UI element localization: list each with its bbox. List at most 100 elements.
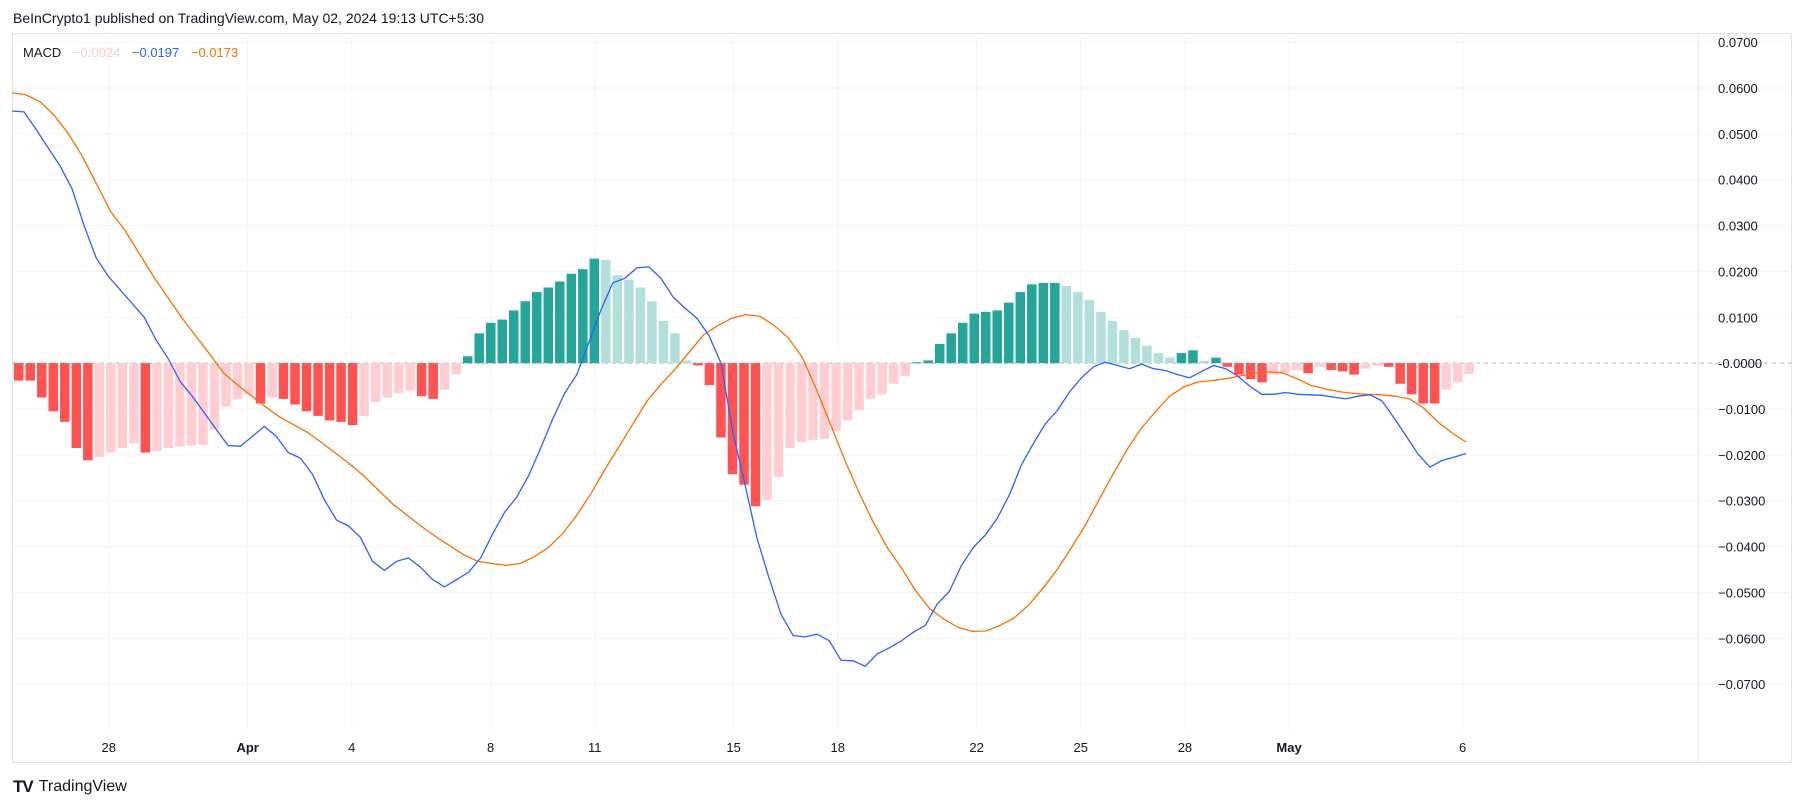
histogram-bar xyxy=(198,363,208,445)
y-tick-label: −0.0200 xyxy=(1718,448,1765,463)
y-tick-label: 0.0500 xyxy=(1718,127,1758,142)
y-tick-label: 0.0200 xyxy=(1718,264,1758,279)
x-tick-label: 11 xyxy=(588,740,602,755)
legend-macd-label: MACD xyxy=(23,45,62,60)
y-tick-label: −0.0100 xyxy=(1718,402,1765,417)
legend-macd-value: −0.0197 xyxy=(131,45,180,60)
y-tick-label: −0.0600 xyxy=(1718,631,1765,646)
histogram-bar xyxy=(1027,284,1037,364)
histogram-bar xyxy=(267,363,277,398)
histogram-bar xyxy=(451,363,461,375)
histogram-bar xyxy=(382,363,392,398)
histogram-bar xyxy=(934,343,945,364)
x-tick-label: 6 xyxy=(1459,740,1466,755)
histogram-bar xyxy=(255,363,266,404)
histogram-bar xyxy=(1061,286,1072,364)
histogram-bar xyxy=(888,363,899,384)
histogram-bar xyxy=(244,363,254,395)
histogram-bar xyxy=(117,363,128,448)
histogram-bar xyxy=(670,333,680,364)
histogram-bar xyxy=(1130,337,1141,364)
histogram-bar xyxy=(1142,345,1152,364)
histogram-bar xyxy=(1326,363,1336,371)
histogram-bar xyxy=(1349,363,1359,375)
tradingview-brand[interactable]: TV TradingView xyxy=(13,777,127,797)
histogram-bar xyxy=(14,363,24,381)
histogram-bar xyxy=(555,281,565,364)
histogram-bar xyxy=(842,363,853,421)
x-tick-label: Apr xyxy=(236,740,258,755)
histogram-bar xyxy=(60,363,70,422)
x-tick-label: 25 xyxy=(1074,740,1088,755)
histogram-bar xyxy=(37,363,47,398)
histogram-bar xyxy=(865,363,876,399)
histogram-bar xyxy=(854,363,864,410)
histogram-bar xyxy=(773,363,784,477)
histogram-bar xyxy=(601,259,611,364)
histogram-bar xyxy=(439,363,450,390)
histogram-bar xyxy=(785,363,795,448)
histogram-bar xyxy=(278,363,289,399)
histogram-bar xyxy=(624,279,634,364)
histogram-bar xyxy=(831,363,841,432)
histogram-bar xyxy=(681,360,692,364)
histogram-bar xyxy=(1038,282,1049,364)
histogram-bar xyxy=(462,356,473,364)
histogram-bar xyxy=(1418,363,1428,404)
histogram-bar xyxy=(140,363,151,453)
histogram-bar xyxy=(877,363,887,395)
histogram-bar xyxy=(693,363,703,366)
histogram-bar xyxy=(1084,299,1095,364)
histogram-bar xyxy=(612,275,623,364)
x-tick-label: 15 xyxy=(726,740,740,755)
histogram-bar xyxy=(152,363,162,452)
x-tick-label: May xyxy=(1276,740,1302,755)
x-tick-label: 8 xyxy=(487,740,494,755)
histogram-bar xyxy=(106,363,116,453)
macd-line xyxy=(11,110,1467,668)
histogram-bar xyxy=(221,363,231,407)
y-tick-label: −0.0400 xyxy=(1718,540,1765,555)
y-tick-label: -0.0000 xyxy=(1718,356,1762,371)
y-tick-label: 0.0400 xyxy=(1718,173,1758,188)
histogram-bar xyxy=(48,363,59,412)
histogram-bar xyxy=(83,363,93,461)
histogram-bar xyxy=(808,363,818,441)
histogram-bar xyxy=(1337,363,1348,372)
histogram-bar xyxy=(762,363,772,500)
legend-signal-value: −0.0173 xyxy=(190,45,239,60)
histogram-bar xyxy=(290,363,300,405)
histogram-bar xyxy=(1395,363,1405,384)
y-tick-label: 0.0600 xyxy=(1718,81,1758,96)
histogram-bars xyxy=(14,258,1474,507)
histogram-bar xyxy=(359,363,369,416)
histogram-bar xyxy=(313,363,323,416)
histogram-bar xyxy=(900,363,910,376)
y-axis: 0.0700 0.0600 0.0500 0.0400 0.0300 0.0200 0.01… xyxy=(1697,33,1765,763)
histogram-bar xyxy=(578,269,588,364)
histogram-bar xyxy=(94,363,105,458)
x-tick-label: 4 xyxy=(348,740,355,755)
histogram-bar xyxy=(301,363,312,412)
histogram-bar xyxy=(750,363,761,507)
histogram-bar xyxy=(393,363,404,393)
histogram-bar xyxy=(1119,330,1129,364)
histogram-bar xyxy=(1383,363,1394,367)
histogram-bar xyxy=(704,363,715,386)
indicator-legend[interactable]: MACD −0.0024 −0.0197 −0.0173 xyxy=(23,45,246,60)
histogram-bar xyxy=(1234,363,1244,375)
y-tick-label: −0.0500 xyxy=(1718,585,1765,600)
histogram-bar xyxy=(727,363,738,475)
x-tick-label: 22 xyxy=(969,740,983,755)
histogram-bar xyxy=(1176,353,1187,364)
tradingview-brand-label: TradingView xyxy=(38,778,127,795)
histogram-bar xyxy=(405,363,415,391)
histogram-bar xyxy=(923,360,933,364)
histogram-bar xyxy=(1245,363,1256,380)
histogram-bar xyxy=(428,363,438,399)
histogram-bar xyxy=(520,301,531,364)
histogram-bar xyxy=(474,333,484,364)
histogram-bar xyxy=(129,363,139,444)
histogram-bar xyxy=(911,362,922,364)
